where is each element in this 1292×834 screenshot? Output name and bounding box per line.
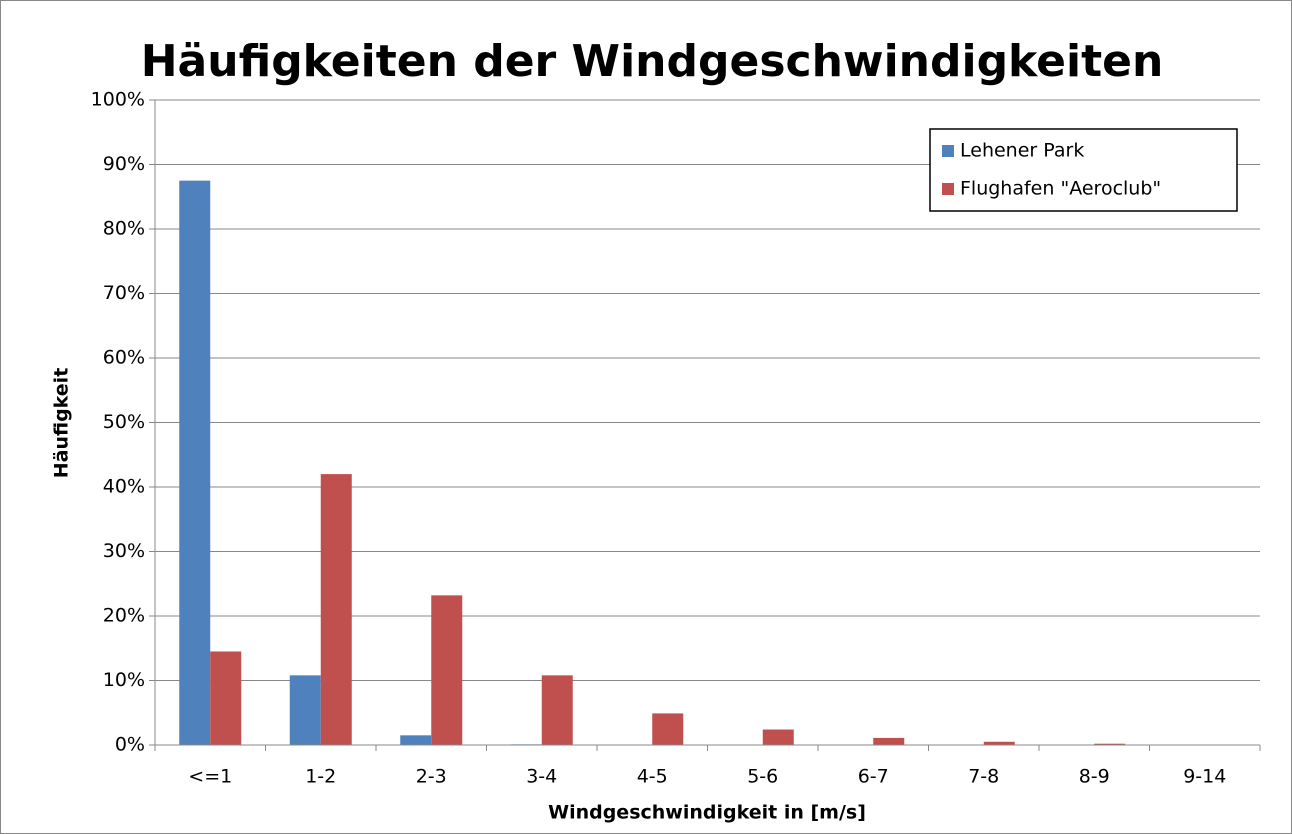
bar (983, 741, 1015, 745)
y-tick-label: 100% (91, 89, 145, 111)
chart-title: Häufigkeiten der Windgeschwindigkeiten (141, 36, 1164, 87)
bar (179, 180, 211, 745)
legend-swatch (942, 145, 954, 157)
legend-swatch (942, 183, 954, 195)
x-tick-label: 5-6 (747, 766, 778, 788)
bar (431, 595, 463, 745)
bar (873, 737, 905, 745)
bar (210, 651, 242, 745)
legend-label: Flughafen "Aeroclub" (960, 178, 1161, 200)
bar (1094, 743, 1126, 745)
x-tick-label: 1-2 (305, 766, 336, 788)
x-tick-label: <=1 (188, 766, 232, 788)
y-tick-label: 40% (103, 476, 145, 498)
x-tick-label: 2-3 (416, 766, 447, 788)
y-tick-label: 50% (103, 411, 145, 433)
y-axis-label: Häufigkeit (51, 368, 73, 479)
legend-box (929, 128, 1238, 212)
y-tick-label: 30% (103, 540, 145, 562)
y-tick-label: 10% (103, 669, 145, 691)
x-tick-label: 8-9 (1079, 766, 1110, 788)
x-tick-label: 3-4 (526, 766, 557, 788)
bar (762, 729, 794, 745)
bar (652, 713, 684, 745)
bar (320, 474, 352, 745)
x-tick-label: 7-8 (968, 766, 999, 788)
bar (289, 675, 321, 745)
x-tick-label: 9-14 (1183, 766, 1226, 788)
y-tick-label: 70% (103, 282, 145, 304)
legend-label: Lehener Park (960, 140, 1084, 162)
y-tick-label: 90% (103, 153, 145, 175)
y-tick-label: 60% (103, 347, 145, 369)
bar (541, 675, 573, 745)
bar (400, 735, 432, 745)
x-tick-label: 4-5 (637, 766, 668, 788)
x-tick-label: 6-7 (858, 766, 889, 788)
y-tick-label: 20% (103, 605, 145, 627)
y-tick-label: 0% (115, 734, 145, 756)
y-tick-label: 80% (103, 218, 145, 240)
x-axis-label: Windgeschwindigkeit in [m/s] (548, 802, 866, 824)
